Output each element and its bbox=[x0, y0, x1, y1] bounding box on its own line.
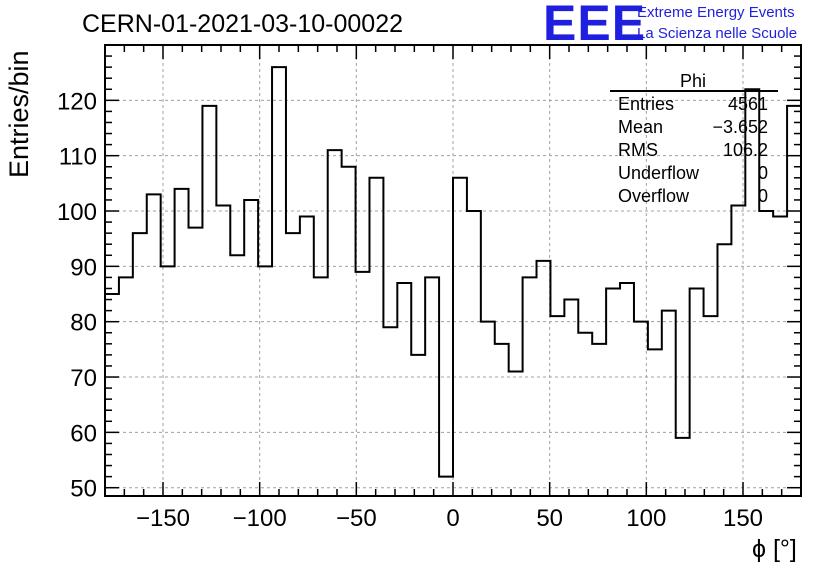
stats-box-divider bbox=[610, 90, 778, 92]
x-tick-label: −150 bbox=[136, 505, 190, 532]
y-tick-label: 80 bbox=[70, 310, 97, 337]
chart-title: CERN-01-2021-03-10-00022 bbox=[82, 10, 404, 38]
stats-box-title: Phi bbox=[680, 71, 707, 91]
stat-name-entries: Entries bbox=[618, 94, 675, 114]
y-tick-label: 100 bbox=[57, 199, 97, 226]
stat-name-overflow: Overflow bbox=[618, 186, 690, 206]
stat-value-entries: 4561 bbox=[727, 94, 768, 114]
plot-frame bbox=[104, 44, 802, 497]
x-tick-label: −100 bbox=[233, 505, 287, 532]
stat-value-mean: −3.652 bbox=[712, 117, 768, 137]
stat-value-overflow: 0 bbox=[757, 186, 768, 206]
x-axis-label: ϕ [°] bbox=[752, 535, 797, 563]
y-tick-label: 60 bbox=[70, 420, 97, 447]
histogram-outline bbox=[105, 66, 801, 478]
tick-labels: −150 −100 −50 0 50 100 150 50 60 70 80 90 100 110 120 bbox=[57, 88, 763, 532]
x-tick-label: 100 bbox=[626, 505, 666, 532]
x-tick-label: 50 bbox=[536, 505, 563, 532]
axis-ticks bbox=[104, 44, 802, 496]
logo-caption-line1: Extreme Energy Events bbox=[637, 4, 795, 21]
x-tick-label: 150 bbox=[723, 505, 763, 532]
y-tick-label: 70 bbox=[70, 365, 97, 392]
y-tick-label: 110 bbox=[59, 144, 97, 171]
stat-name-underflow: Underflow bbox=[618, 163, 700, 183]
eee-logo: EEE bbox=[543, 0, 647, 51]
stat-name-mean: Mean bbox=[618, 117, 664, 137]
stat-value-rms: 106.2 bbox=[722, 140, 768, 160]
stat-name-rms: RMS bbox=[618, 140, 658, 160]
x-tick-label: −50 bbox=[336, 505, 377, 532]
y-tick-label: 90 bbox=[70, 254, 97, 281]
x-tick-label: 0 bbox=[446, 505, 459, 532]
y-tick-label: 50 bbox=[70, 476, 97, 503]
y-axis-label: Entries/bin bbox=[4, 50, 34, 178]
logo-caption-line2: La Scienza nelle Scuole bbox=[637, 25, 798, 42]
stat-value-underflow: 0 bbox=[757, 163, 768, 183]
y-tick-label: 120 bbox=[57, 88, 97, 115]
